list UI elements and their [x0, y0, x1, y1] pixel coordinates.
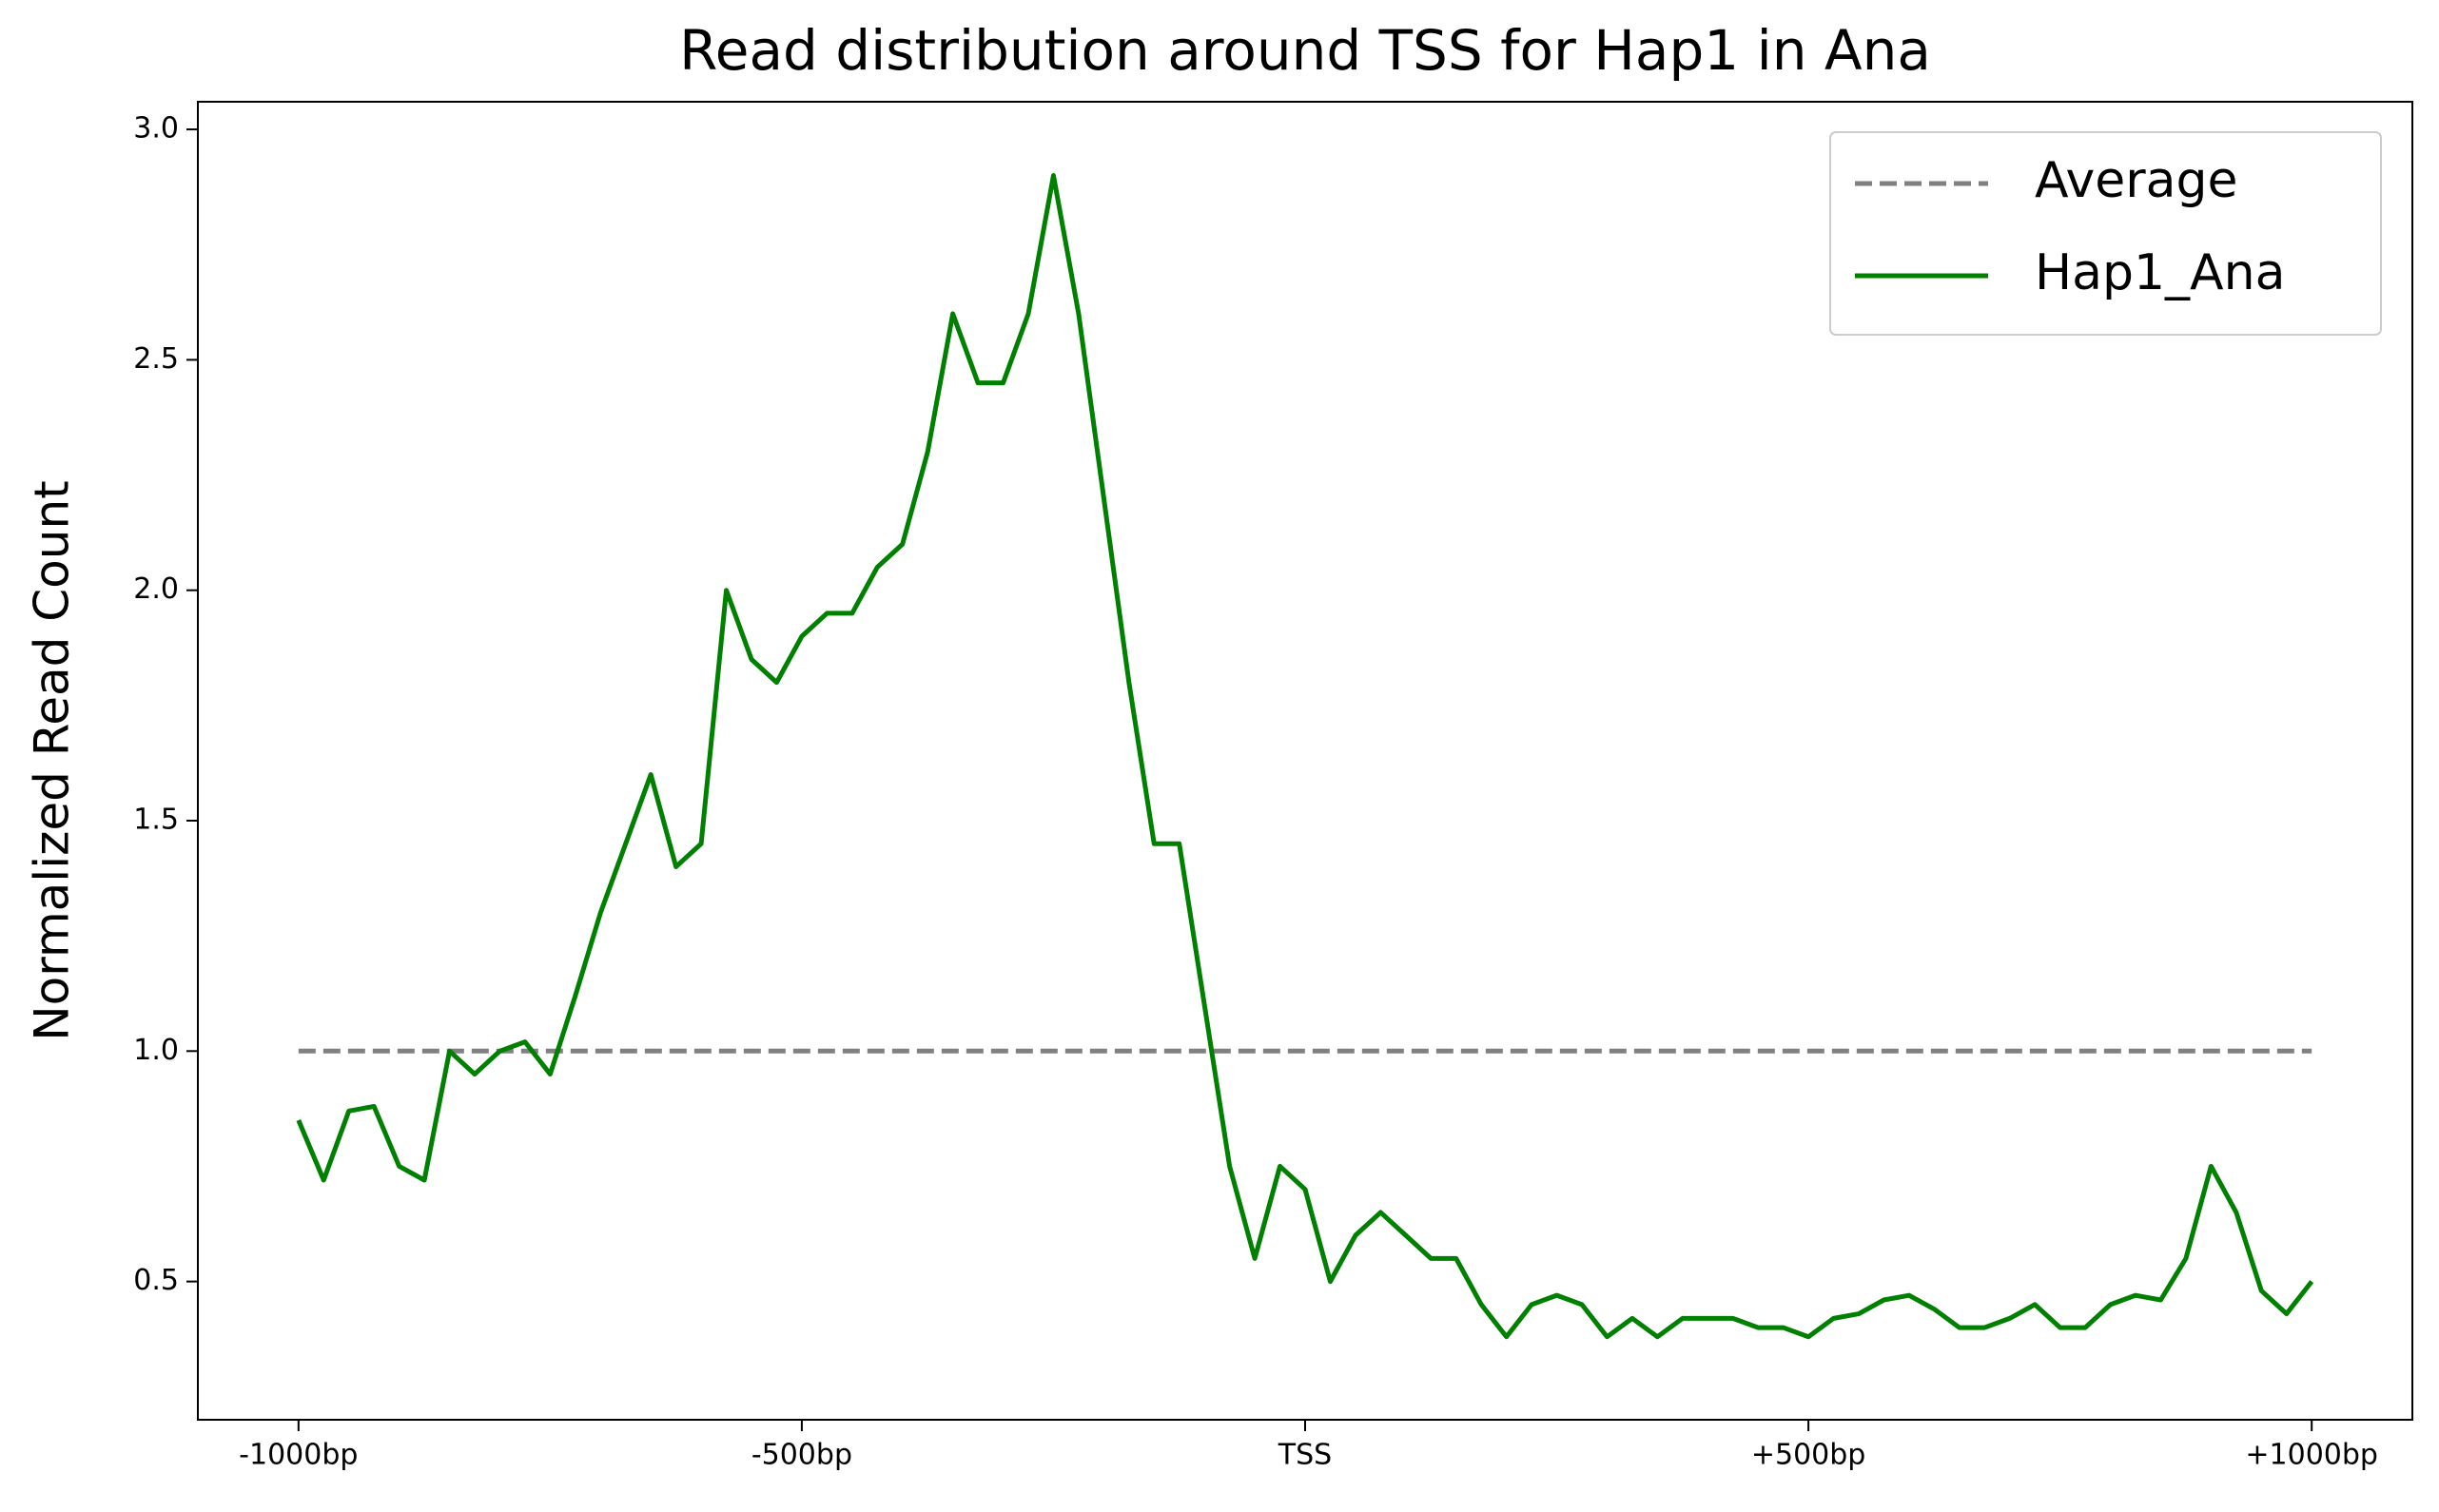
y-tick-label: 3.0 [133, 112, 179, 145]
plot-frame [197, 101, 2413, 1421]
chart-title: Read distribution around TSS for Hap1 in… [679, 18, 1931, 83]
x-tick-label: -500bp [751, 1439, 852, 1472]
y-tick-label: 0.5 [133, 1264, 179, 1297]
y-tick-label: 1.0 [133, 1034, 179, 1067]
legend-label: Hap1_Ana [2035, 244, 2285, 301]
y-axis-label: Normalized Read Count [25, 480, 80, 1040]
x-tick-label: -1000bp [239, 1439, 358, 1472]
y-tick-label: 1.5 [133, 804, 179, 837]
series-line [296, 173, 2314, 1340]
x-tick-label: +500bp [1751, 1439, 1865, 1472]
x-tick-label: +1000bp [2245, 1439, 2378, 1472]
y-tick-label: 2.5 [133, 342, 179, 376]
legend-label: Average [2035, 152, 2238, 209]
y-tick-label: 2.0 [133, 572, 179, 606]
x-tick-label: TSS [1278, 1439, 1332, 1472]
